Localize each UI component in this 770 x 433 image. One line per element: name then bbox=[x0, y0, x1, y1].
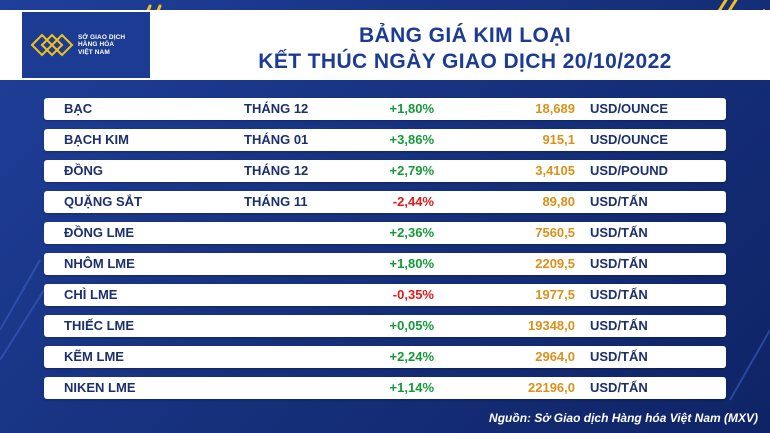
metal-name: BẠCH KIM bbox=[64, 132, 129, 147]
price-value: 19348,0 bbox=[528, 318, 575, 333]
table-row: QUẶNG SẮT THÁNG 11 -2,44% 89,80 USD/TẤN bbox=[44, 191, 726, 213]
price-unit: USD/TẤN bbox=[590, 225, 648, 240]
price-change: +1,14% bbox=[389, 380, 434, 395]
logo-line: SỞ GIAO DỊCH bbox=[78, 33, 126, 41]
price-unit: USD/TẤN bbox=[590, 349, 648, 364]
metal-name: NIKEN LME bbox=[64, 380, 136, 395]
price-value: 89,80 bbox=[542, 194, 575, 209]
price-unit: USD/TẤN bbox=[590, 194, 648, 209]
table-row: CHÌ LME -0,35% 1977,5 USD/TẤN bbox=[44, 284, 726, 306]
metal-name: KẼM LME bbox=[64, 349, 124, 364]
price-change: +0,05% bbox=[389, 318, 434, 333]
logo-diamond-icon bbox=[30, 33, 74, 57]
contract-month: THÁNG 01 bbox=[244, 132, 309, 147]
price-change: +2,79% bbox=[389, 163, 434, 178]
price-value: 3,4105 bbox=[535, 163, 575, 178]
price-value: 1977,5 bbox=[535, 287, 575, 302]
contract-month: THÁNG 12 bbox=[244, 101, 309, 116]
price-change: +2,36% bbox=[389, 225, 434, 240]
table-row: ĐỒNG LME +2,36% 7560,5 USD/TẤN bbox=[44, 222, 726, 244]
price-unit: USD/POUND bbox=[590, 163, 669, 178]
metal-name: QUẶNG SẮT bbox=[64, 194, 142, 209]
price-unit: USD/TẤN bbox=[590, 380, 648, 395]
metal-name: THIẾC LME bbox=[64, 318, 135, 333]
table-row: BẠC THÁNG 12 +1,80% 18,689 USD/OUNCE bbox=[44, 98, 726, 120]
metal-name: ĐỒNG bbox=[64, 163, 103, 178]
table-row: THIẾC LME +0,05% 19348,0 USD/TẤN bbox=[44, 315, 726, 337]
price-value: 2209,5 bbox=[535, 256, 575, 271]
table-row: BẠCH KIM THÁNG 01 +3,86% 915,1 USD/OUNCE bbox=[44, 129, 726, 151]
metal-name: NHÔM LME bbox=[64, 256, 135, 271]
table-row: NHÔM LME +1,80% 2209,5 USD/TẤN bbox=[44, 253, 726, 275]
page-title: BẢNG GIÁ KIM LOẠI bbox=[358, 24, 572, 47]
price-unit: USD/TẤN bbox=[590, 256, 648, 271]
logo-text: SỞ GIAO DỊCH HÀNG HÓA VIỆT NAM bbox=[78, 34, 125, 57]
logo-line: VIỆT NAM bbox=[78, 48, 110, 56]
contract-month: THÁNG 11 bbox=[244, 194, 308, 209]
header-banner: SỞ GIAO DỊCH HÀNG HÓA VIỆT NAM BẢNG GIÁ … bbox=[0, 10, 770, 80]
source-note: Nguồn: Sở Giao dịch Hàng hóa Việt Nam (M… bbox=[489, 411, 758, 425]
price-unit: USD/TẤN bbox=[590, 287, 648, 302]
price-unit: USD/OUNCE bbox=[590, 132, 669, 147]
metal-name: BẠC bbox=[64, 101, 93, 116]
page-subtitle: KẾT THÚC NGÀY GIAO DỊCH 20/10/2022 bbox=[258, 50, 672, 73]
metal-name: ĐỒNG LME bbox=[64, 225, 135, 240]
metal-name: CHÌ LME bbox=[64, 287, 118, 302]
price-unit: USD/OUNCE bbox=[590, 101, 669, 116]
table-row: KẼM LME +2,24% 2964,0 USD/TẤN bbox=[44, 346, 726, 368]
price-value: 7560,5 bbox=[535, 225, 575, 240]
price-value: 2964,0 bbox=[535, 349, 575, 364]
contract-month: THÁNG 12 bbox=[244, 163, 309, 178]
price-unit: USD/TẤN bbox=[590, 318, 648, 333]
table-row: NIKEN LME +1,14% 22196,0 USD/TẤN bbox=[44, 377, 726, 399]
price-change: -0,35% bbox=[392, 287, 434, 302]
price-change: +2,24% bbox=[389, 349, 434, 364]
price-change: +3,86% bbox=[389, 132, 434, 147]
logo-line: HÀNG HÓA bbox=[78, 41, 115, 49]
price-change: +1,80% bbox=[389, 101, 434, 116]
exchange-logo: SỞ GIAO DỊCH HÀNG HÓA VIỆT NAM bbox=[22, 12, 150, 78]
price-value: 915,1 bbox=[542, 132, 575, 147]
price-change: -2,44% bbox=[392, 194, 434, 209]
price-change: +1,80% bbox=[389, 256, 434, 271]
table-row: ĐỒNG THÁNG 12 +2,79% 3,4105 USD/POUND bbox=[44, 160, 726, 182]
price-value: 18,689 bbox=[535, 101, 575, 116]
price-value: 22196,0 bbox=[528, 380, 575, 395]
